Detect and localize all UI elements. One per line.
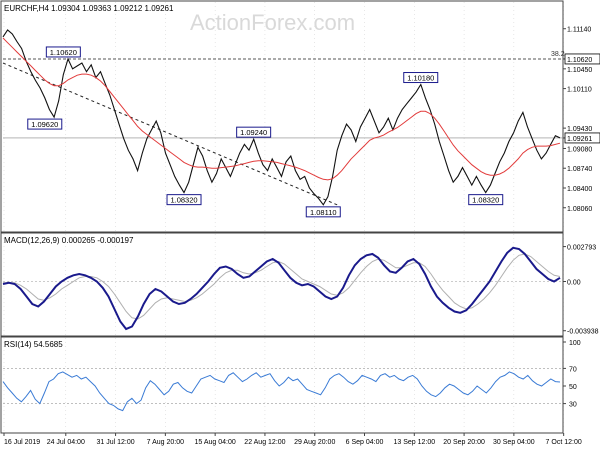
time-axis-label: 20 Sep 20:00	[443, 439, 485, 446]
watermark: ActionForex.com	[190, 10, 355, 35]
rsi-axis-label: 50	[569, 384, 577, 391]
macd-layer	[2, 246, 563, 331]
macd-axis-label: 0.002793	[567, 245, 596, 252]
rsi-layer	[2, 368, 563, 412]
swing-label: 1.09240	[236, 126, 272, 138]
rsi-axis-label: 30	[569, 402, 577, 409]
price-axis-label: 1.10450	[567, 67, 592, 74]
macd-title: MACD(12,26,9) 0.000265 -0.000197	[4, 236, 134, 245]
chart-title: EURCHF,H4 1.09304 1.09363 1.09212 1.0926…	[4, 4, 174, 13]
rsi-panel-frame	[0, 336, 564, 434]
time-axis-label: 31 Jul 12:00	[96, 439, 134, 446]
swing-label-box	[236, 126, 272, 138]
price-axis-label: 1.09261	[567, 136, 592, 143]
rsi-title: RSI(14) 54.5685	[4, 340, 63, 349]
time-axis-label: 6 Sep 04:00	[346, 439, 384, 446]
current-price-box	[564, 132, 600, 144]
time-axis-label: 16 Jul 2019	[4, 439, 40, 446]
price-axis-label: 1.09080	[567, 146, 592, 153]
swing-label-box	[166, 194, 202, 206]
time-axis-label: 29 Aug 20:00	[294, 439, 335, 446]
axis-layer: 1.11140 1.10620 1.10450 1.10110 1.09430 1.092…	[3, 27, 600, 446]
price-axis-label: 1.09430	[567, 126, 592, 133]
swing-label-box	[305, 206, 341, 218]
price-layer: 38.2 1.10620 1.09620 1.08320 1.09240 1.08110 1…	[2, 29, 565, 218]
trendline	[2, 62, 338, 206]
time-axis-label: 24 Jul 04:00	[47, 439, 85, 446]
macd-axis-label: -0.003938	[567, 329, 599, 336]
time-axis-label: 13 Sep 12:00	[393, 439, 435, 446]
swing-label-text: 1.09240	[240, 128, 267, 137]
swing-label: 1.08320	[166, 194, 202, 206]
swing-label-box	[403, 72, 439, 84]
time-axis-label: 30 Sep 04:00	[493, 439, 535, 446]
rsi-line	[2, 371, 561, 412]
swing-label: 1.08110	[305, 206, 341, 218]
time-axis-label: 7 Oct 12:00	[546, 439, 582, 446]
swing-label: 1.10180	[403, 72, 439, 84]
swing-label-box	[27, 118, 63, 130]
moving-average-line	[2, 37, 561, 181]
swing-label: 1.08320	[468, 194, 504, 206]
swing-label: 1.09620	[27, 118, 63, 130]
swing-label-text: 1.08320	[472, 196, 499, 205]
rsi-axis-label: 100	[569, 340, 581, 347]
price-axis-label: 1.10110	[567, 87, 592, 94]
swing-label-box	[45, 46, 81, 58]
price-axis-label: 1.08400	[567, 186, 592, 193]
rsi-axis-label: 70	[569, 366, 577, 373]
price-axis-label: 1.11140	[567, 27, 591, 34]
fib-level-label: 38.2	[551, 51, 565, 58]
time-axis-label: 22 Aug 12:00	[244, 439, 285, 446]
time-axis-label: 15 Aug 04:00	[195, 439, 236, 446]
swing-label-text: 1.09620	[31, 120, 58, 129]
swing-label-text: 1.08320	[170, 196, 197, 205]
macd-line	[2, 246, 561, 331]
swing-label-text: 1.08110	[310, 208, 337, 217]
swing-label: 1.10620	[45, 46, 81, 58]
macd-panel-frame	[0, 232, 564, 337]
time-axis-label: 7 Aug 20:00	[147, 439, 184, 446]
swing-label-text: 1.10620	[50, 48, 77, 57]
swing-label-box	[468, 194, 504, 206]
price-panel-frame	[0, 0, 564, 233]
price-axis-label: 1.08060	[567, 206, 592, 213]
price-axis-label: 1.10620	[567, 57, 592, 64]
level-price-box	[564, 53, 600, 65]
price-axis-label: 1.08740	[567, 166, 592, 173]
macd-axis-label: 0.00	[567, 280, 581, 287]
swing-label-text: 1.10180	[407, 74, 434, 83]
